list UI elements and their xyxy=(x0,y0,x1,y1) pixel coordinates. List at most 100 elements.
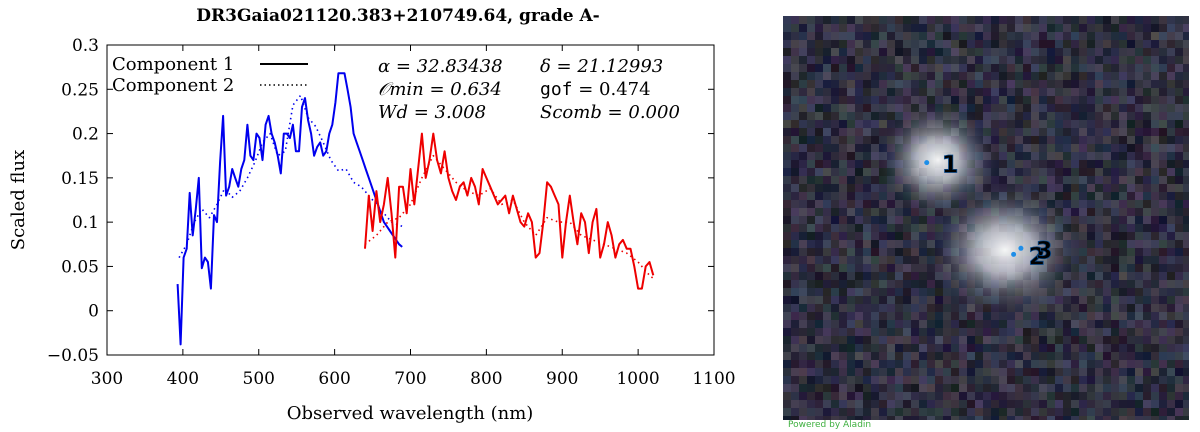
sky-pixel xyxy=(1079,72,1087,80)
sky-pixel xyxy=(855,224,863,232)
sky-pixel xyxy=(927,392,935,400)
aladin-credit: Powered by Aladin xyxy=(788,420,871,430)
sky-pixel xyxy=(1071,360,1079,368)
sky-pixel xyxy=(1167,152,1175,160)
sky-pixel xyxy=(1039,120,1047,128)
sky-pixel xyxy=(823,80,831,88)
sky-pixel xyxy=(887,104,895,112)
sky-pixel xyxy=(863,208,871,216)
sky-pixel xyxy=(1023,168,1031,176)
sky-pixel xyxy=(1135,56,1143,64)
sky-pixel xyxy=(815,88,823,96)
sky-pixel xyxy=(1127,56,1135,64)
sky-pixel xyxy=(791,152,799,160)
sky-pixel xyxy=(1087,272,1095,280)
sky-pixel xyxy=(1087,152,1095,160)
sky-pixel xyxy=(1175,360,1183,368)
sky-pixel xyxy=(1159,216,1167,224)
sky-pixel xyxy=(1183,384,1189,392)
sky-pixel xyxy=(895,56,903,64)
sky-pixel xyxy=(863,88,871,96)
sky-pixel xyxy=(1167,360,1175,368)
sky-pixel xyxy=(983,64,991,72)
sky-pixel xyxy=(967,384,975,392)
sky-pixel xyxy=(1143,256,1151,264)
sky-pixel xyxy=(1175,328,1183,336)
source-glow-1 xyxy=(876,102,1000,218)
sky-pixel xyxy=(1095,344,1103,352)
sky-pixel xyxy=(1135,328,1143,336)
sky-pixel xyxy=(1031,416,1039,420)
sky-pixel xyxy=(815,320,823,328)
sky-pixel xyxy=(1055,64,1063,72)
sky-pixel xyxy=(1047,144,1055,152)
sky-pixel xyxy=(855,16,863,24)
sky-pixel xyxy=(847,144,855,152)
sky-pixel xyxy=(1143,216,1151,224)
sky-pixel xyxy=(975,360,983,368)
sky-pixel xyxy=(1183,408,1189,416)
sky-pixel xyxy=(1175,48,1183,56)
sky-pixel xyxy=(807,320,815,328)
sky-pixel xyxy=(1143,248,1151,256)
sky-pixel xyxy=(1015,72,1023,80)
sky-pixel xyxy=(783,80,791,88)
y-tick-label: 0.1 xyxy=(72,213,99,233)
sky-pixel xyxy=(1127,368,1135,376)
sky-pixel xyxy=(895,104,903,112)
sky-pixel xyxy=(807,296,815,304)
sky-pixel xyxy=(1135,352,1143,360)
sky-pixel xyxy=(1007,368,1015,376)
sky-pixel xyxy=(871,184,879,192)
sky-pixel xyxy=(1015,112,1023,120)
sky-pixel xyxy=(1023,384,1031,392)
sky-pixel xyxy=(847,72,855,80)
sky-pixel xyxy=(1055,360,1063,368)
sky-pixel xyxy=(839,232,847,240)
sky-pixel xyxy=(991,320,999,328)
sky-pixel xyxy=(1111,408,1119,416)
sky-pixel xyxy=(1015,392,1023,400)
y-tick-label: 0.15 xyxy=(61,169,99,189)
sky-pixel xyxy=(855,272,863,280)
sky-pixel xyxy=(903,32,911,40)
sky-pixel xyxy=(1095,272,1103,280)
sky-pixel xyxy=(855,48,863,56)
sky-pixel xyxy=(807,80,815,88)
sky-pixel xyxy=(935,344,943,352)
sky-pixel xyxy=(975,352,983,360)
sky-pixel xyxy=(831,72,839,80)
sky-pixel xyxy=(1111,232,1119,240)
sky-pixel xyxy=(1167,336,1175,344)
sky-pixel xyxy=(951,80,959,88)
y-tick-label: −0.05 xyxy=(47,346,99,366)
sky-pixel xyxy=(911,264,919,272)
sky-pixel xyxy=(855,40,863,48)
sky-pixel xyxy=(903,16,911,24)
sky-pixel xyxy=(1055,320,1063,328)
sky-pixel xyxy=(807,136,815,144)
sky-pixel xyxy=(831,32,839,40)
sky-pixel xyxy=(871,120,879,128)
sky-pixel xyxy=(935,96,943,104)
sky-pixel xyxy=(871,152,879,160)
sky-pixel xyxy=(831,320,839,328)
sky-pixel xyxy=(1183,344,1189,352)
sky-pixel xyxy=(1015,352,1023,360)
sky-pixel xyxy=(1039,112,1047,120)
sky-pixel xyxy=(1119,32,1127,40)
sky-pixel xyxy=(1183,304,1189,312)
sky-pixel xyxy=(1007,320,1015,328)
sky-pixel xyxy=(1063,128,1071,136)
sky-pixel xyxy=(1127,160,1135,168)
sky-pixel xyxy=(791,256,799,264)
sky-pixel xyxy=(911,80,919,88)
sky-pixel xyxy=(855,312,863,320)
sky-pixel xyxy=(1063,408,1071,416)
sky-pixel xyxy=(1031,72,1039,80)
sky-pixel xyxy=(823,72,831,80)
sky-pixel xyxy=(1071,136,1079,144)
sky-pixel xyxy=(1047,344,1055,352)
sky-pixel xyxy=(1135,40,1143,48)
sky-pixel xyxy=(1167,216,1175,224)
